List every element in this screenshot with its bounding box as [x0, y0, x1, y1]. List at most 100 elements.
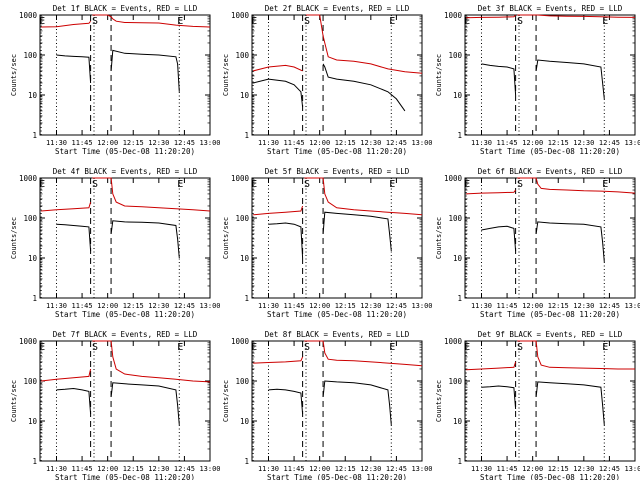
panel-title: Det 8f BLACK = Events, RED = LLD — [265, 330, 410, 339]
y-tick-label: 1000 — [19, 337, 38, 346]
x-axis-label: Start Time (05-Dec-08 11:20:20) — [267, 473, 407, 480]
lld-series-line — [517, 14, 636, 18]
y-tick-label: 100 — [23, 214, 37, 223]
x-tick-label: 12:15 — [548, 465, 569, 473]
y-tick-label: 100 — [235, 51, 249, 60]
x-tick-label: 11:45 — [284, 139, 305, 147]
lld-series-line — [466, 189, 517, 195]
x-tick-label: 12:30 — [360, 465, 381, 473]
y-axis-label: Counts/sec — [10, 380, 18, 422]
x-axis-label: Start Time (05-Dec-08 11:20:20) — [55, 310, 195, 319]
x-tick-label: 12:45 — [599, 465, 620, 473]
lld-series-line — [517, 340, 635, 370]
x-tick-label: 12:00 — [522, 139, 543, 147]
x-tick-label: 12:30 — [573, 302, 594, 310]
x-tick-label: 12:00 — [522, 302, 543, 310]
events-series-line — [252, 78, 304, 108]
y-tick-label: 100 — [23, 51, 37, 60]
x-axis-label: Start Time (05-Dec-08 11:20:20) — [480, 147, 620, 156]
x-tick-label: 13:00 — [199, 302, 220, 310]
x-tick-label: 12:30 — [360, 302, 381, 310]
marker-label: E — [464, 16, 470, 27]
y-tick-label: 1000 — [231, 337, 250, 346]
x-tick-label: 13:00 — [199, 465, 220, 473]
lld-series-line — [304, 340, 423, 367]
x-tick-label: 11:30 — [46, 465, 67, 473]
x-tick-label: 12:30 — [148, 302, 169, 310]
marker-label: E — [39, 179, 45, 190]
plot-frame — [464, 14, 636, 136]
y-tick-label: 10 — [240, 91, 250, 100]
events-series-line — [481, 63, 517, 96]
x-tick-label: 12:00 — [97, 139, 118, 147]
y-tick-label: 10 — [28, 417, 38, 426]
x-tick-label: 11:30 — [471, 302, 492, 310]
y-tick-label: 10 — [28, 254, 38, 263]
y-tick-label: 1 — [32, 457, 37, 466]
marker-label: S — [304, 342, 310, 353]
events-series-line — [481, 385, 517, 410]
x-tick-label: 11:30 — [258, 139, 279, 147]
panel-title: Det 3f BLACK = Events, RED = LLD — [478, 4, 623, 13]
y-tick-label: 10 — [453, 254, 463, 263]
y-tick-label: 1000 — [444, 337, 463, 346]
y-tick-label: 100 — [448, 214, 462, 223]
marker-label: E — [602, 179, 608, 190]
x-tick-label: 11:45 — [284, 302, 305, 310]
lld-series-line — [92, 340, 211, 383]
detector-panel: Det 7f BLACK = Events, RED = LLD 1 10 100 10… — [10, 330, 221, 480]
y-tick-label: 1 — [457, 457, 462, 466]
marker-label: E — [602, 342, 608, 353]
plot-frame — [39, 340, 211, 462]
detector-panel: Det 3f BLACK = Events, RED = LLD 1 10 100 10… — [435, 4, 640, 156]
x-tick-label: 13:00 — [624, 302, 640, 310]
x-axis-label: Start Time (05-Dec-08 11:20:20) — [55, 473, 195, 480]
x-tick-label: 12:15 — [548, 139, 569, 147]
lld-series-line — [41, 368, 92, 382]
marker-label: E — [251, 342, 257, 353]
x-tick-label: 12:30 — [148, 465, 169, 473]
marker-label: E — [602, 16, 608, 27]
x-tick-label: 12:00 — [309, 465, 330, 473]
panel-title: Det 7f BLACK = Events, RED = LLD — [53, 330, 198, 339]
x-tick-label: 13:00 — [411, 465, 432, 473]
marker-label: E — [177, 342, 183, 353]
marker-label: E — [177, 179, 183, 190]
marker-label: S — [517, 179, 523, 190]
y-tick-label: 1 — [32, 131, 37, 140]
x-tick-label: 12:30 — [573, 465, 594, 473]
lld-series-line — [41, 201, 92, 212]
plot-frame — [251, 177, 423, 299]
x-tick-label: 12:00 — [309, 139, 330, 147]
marker-label: E — [464, 342, 470, 353]
marker-label: E — [251, 179, 257, 190]
lld-series-line — [306, 14, 423, 74]
x-tick-label: 12:15 — [335, 302, 356, 310]
x-tick-label: 13:00 — [199, 139, 220, 147]
detector-panel: Det 2f BLACK = Events, RED = LLD 1 10 100 10… — [222, 4, 433, 156]
x-tick-label: 11:45 — [284, 465, 305, 473]
plot-frame — [251, 340, 423, 462]
x-tick-label: 12:45 — [386, 139, 407, 147]
lld-series-line — [92, 14, 211, 28]
x-tick-label: 12:45 — [386, 465, 407, 473]
x-axis-label: Start Time (05-Dec-08 11:20:20) — [267, 310, 407, 319]
events-series-line — [56, 223, 92, 252]
y-axis-label: Counts/sec — [10, 217, 18, 259]
events-series-line — [110, 382, 180, 425]
plot-frame — [251, 14, 423, 136]
marker-label: E — [39, 16, 45, 27]
y-axis-label: Counts/sec — [222, 54, 230, 96]
events-series-line — [56, 387, 92, 415]
x-tick-label: 12:30 — [148, 139, 169, 147]
x-tick-label: 12:45 — [174, 465, 195, 473]
y-tick-label: 10 — [240, 417, 250, 426]
x-tick-label: 12:30 — [573, 139, 594, 147]
x-tick-label: 12:00 — [97, 465, 118, 473]
y-tick-label: 1000 — [444, 174, 463, 183]
marker-label: S — [92, 342, 98, 353]
marker-label: S — [92, 179, 98, 190]
y-tick-label: 1 — [457, 294, 462, 303]
marker-label: S — [517, 16, 523, 27]
